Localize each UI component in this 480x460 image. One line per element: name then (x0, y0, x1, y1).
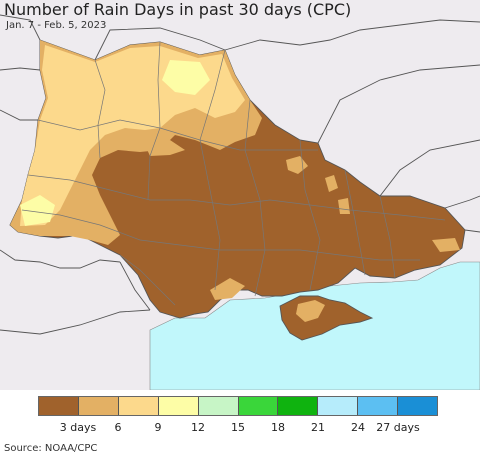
south-tan-spot (210, 278, 245, 300)
neighbor-borders (0, 14, 480, 335)
legend-swatch-2 (118, 397, 159, 415)
legend-tick-label: 27 days (376, 421, 420, 434)
crimea-light-patch (296, 300, 325, 322)
legend-tick-label: 6 (114, 421, 122, 434)
legend-tick-label: 12 (191, 421, 205, 434)
map-subtitle: Jan. 7 - Feb. 5, 2023 (6, 20, 107, 31)
legend-tick-label: 18 (271, 421, 285, 434)
east-tan-spot-1 (286, 156, 308, 174)
north-yellow-spot (162, 60, 210, 95)
legend-color-bar (38, 396, 438, 416)
legend-swatch-5 (238, 397, 279, 415)
legend-tick-label: 24 (351, 421, 365, 434)
map-area (0, 0, 480, 390)
legend-swatch-8 (358, 397, 399, 415)
legend-swatch-1 (78, 397, 119, 415)
legend-tick-label: 15 (231, 421, 245, 434)
legend-tick-label: 9 (154, 421, 162, 434)
legend-swatch-0 (39, 397, 79, 415)
legend-swatch-9 (398, 397, 438, 415)
legend-tick-label: 21 (311, 421, 325, 434)
legend-swatch-7 (318, 397, 359, 415)
legend-tick-label: 3 days (59, 421, 97, 434)
source-note: Source: NOAA/CPC (4, 443, 98, 454)
east-tan-spot-4 (432, 238, 460, 252)
dnieper-tan-spot (145, 140, 185, 156)
map-title: Number of Rain Days in past 30 days (CPC… (4, 0, 352, 19)
west-yellow-spot (20, 195, 55, 226)
legend-swatch-3 (158, 397, 199, 415)
legend-swatch-4 (198, 397, 239, 415)
east-tan-spot-2 (325, 175, 338, 192)
legend-swatch-6 (278, 397, 319, 415)
east-tan-spot-3 (338, 198, 350, 214)
oblast-boundaries (21, 41, 446, 306)
